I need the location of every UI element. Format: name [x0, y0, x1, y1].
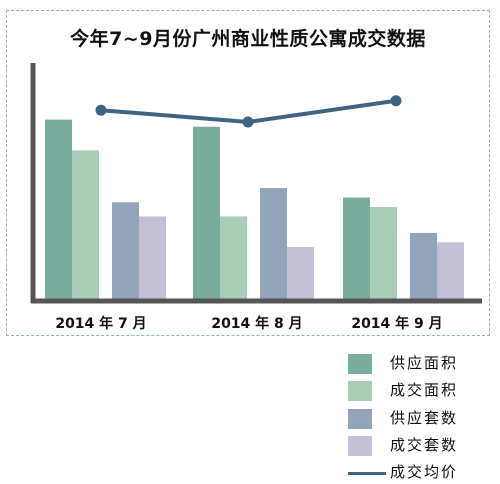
bar-4-3: [437, 242, 464, 299]
legend-label: 供应套数: [390, 409, 459, 427]
legend-swatch: [348, 354, 372, 374]
legend-swatch: [348, 436, 372, 456]
chart-title: 今年7~9月份广州商业性质公寓成交数据: [70, 28, 426, 50]
bar-2-2: [220, 216, 247, 299]
legend-swatch: [348, 381, 372, 401]
x-tick-label-1: 2014 年 7 月: [55, 315, 146, 332]
legend-label: 成交均价: [390, 463, 459, 481]
line-series-group: [95, 95, 402, 128]
legend-swatch: [348, 409, 372, 429]
x-tick-labels: 2014 年 7 月 2014 年 8 月 2014 年 9 月: [55, 315, 442, 332]
x-tick-label-3: 2014 年 9 月: [351, 315, 442, 332]
legend-item-3: 供应套数: [348, 405, 498, 429]
bar-3-2: [260, 188, 287, 299]
x-tick-label-2: 2014 年 8 月: [211, 315, 302, 332]
bar-4-2: [287, 247, 314, 299]
legend-item-2: 成交面积: [348, 377, 498, 401]
legend-label: 供应面积: [390, 354, 459, 372]
bar-3-3: [410, 232, 437, 299]
legend-label: 成交套数: [390, 436, 459, 454]
line-point-3: [390, 95, 402, 107]
line-point-2: [242, 116, 254, 128]
legend-line-swatch: [348, 472, 386, 475]
bars-group: [45, 119, 464, 299]
bar-1-2: [193, 126, 220, 299]
bar-3-1: [112, 202, 139, 299]
bar-2-1: [72, 150, 99, 299]
bar-4-1: [139, 216, 166, 299]
legend-item-1: 供应面积: [348, 350, 498, 374]
bar-1-1: [45, 119, 72, 299]
line-point-1: [95, 104, 107, 116]
legend-label: 成交面积: [390, 381, 459, 399]
legend-item-4: 成交套数: [348, 432, 498, 456]
legend-item-5: 成交均价: [348, 459, 498, 483]
chart-frame: [6, 10, 490, 336]
bar-1-3: [343, 197, 370, 299]
bar-2-3: [370, 206, 397, 299]
